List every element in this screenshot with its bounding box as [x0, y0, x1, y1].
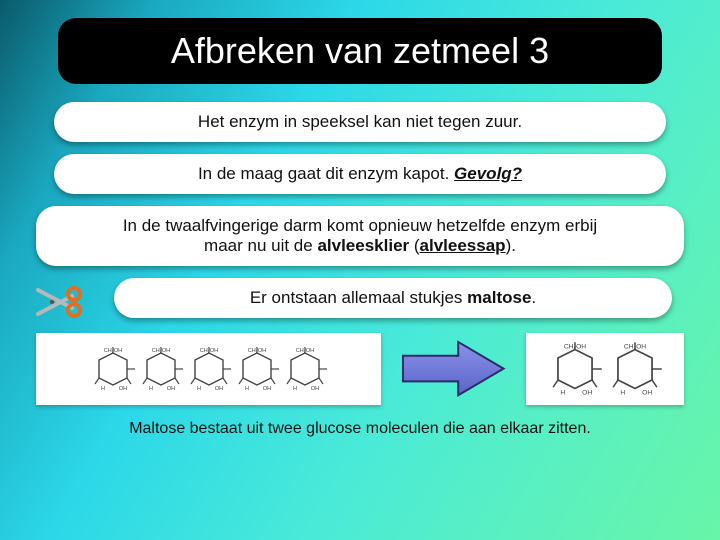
info-box-3-l2-b2: alvleessap — [420, 236, 506, 255]
svg-text:H: H — [101, 386, 105, 392]
slide-title: Afbreken van zetmeel 3 — [58, 18, 662, 84]
glucose-unit: CH₂OH H OH — [137, 346, 185, 392]
svg-text:CH₂OH: CH₂OH — [564, 343, 586, 350]
svg-text:H: H — [620, 390, 625, 397]
svg-text:OH: OH — [119, 386, 127, 392]
info-box-3: In de twaalfvingerige darm komt opnieuw … — [36, 206, 684, 266]
svg-text:OH: OH — [311, 386, 319, 392]
info-box-4-prefix: Er ontstaan allemaal stukjes — [250, 288, 467, 307]
starch-molecule: CH₂OH H OH CH₂OH H OH CH₂OH H OH CH₂OH H… — [36, 333, 381, 405]
svg-text:OH: OH — [642, 390, 652, 397]
svg-text:OH: OH — [215, 386, 223, 392]
info-box-3-l2-suf: ). — [506, 236, 516, 255]
info-box-4: Er ontstaan allemaal stukjes maltose. — [114, 278, 672, 318]
info-box-3-line2: maar nu uit de alvleesklier (alvleessap)… — [50, 236, 670, 256]
svg-text:CH₂OH: CH₂OH — [248, 348, 266, 354]
svg-text:CH₂OH: CH₂OH — [104, 348, 122, 354]
info-box-3-l2-b1: alvleesklier — [317, 236, 409, 255]
slide-container: Afbreken van zetmeel 3 Het enzym in spee… — [0, 0, 720, 540]
svg-text:CH₂OH: CH₂OH — [200, 348, 218, 354]
svg-text:OH: OH — [582, 390, 592, 397]
svg-text:H: H — [149, 386, 153, 392]
glucose-unit: CH₂OH H OH — [185, 346, 233, 392]
glucose-unit: CH₂OH H OH — [605, 341, 665, 397]
info-box-2-text: In de maag gaat dit enzym kapot. — [198, 164, 454, 183]
arrow-icon — [399, 338, 508, 400]
glucose-unit: CH₂OH H OH — [281, 346, 329, 392]
diagram-caption: Maltose bestaat uit twee glucose molecul… — [28, 420, 692, 438]
info-box-4-bold: maltose — [467, 288, 531, 307]
glucose-unit: CH₂OH H OH — [545, 341, 605, 397]
svg-text:H: H — [197, 386, 201, 392]
info-box-3-l2-prefix: maar nu uit de — [204, 236, 317, 255]
info-box-2: In de maag gaat dit enzym kapot. Gevolg? — [54, 154, 666, 194]
maltose-molecule: CH₂OH H OH CH₂OH H OH — [526, 333, 684, 405]
info-box-1: Het enzym in speeksel kan niet tegen zuu… — [54, 102, 666, 142]
info-box-3-l2-mid: ( — [409, 236, 419, 255]
svg-text:OH: OH — [263, 386, 271, 392]
glucose-unit: CH₂OH H OH — [89, 346, 137, 392]
svg-text:CH₂OH: CH₂OH — [624, 343, 646, 350]
scissors-icon — [32, 282, 82, 322]
row-maltose: Er ontstaan allemaal stukjes maltose. — [36, 278, 684, 318]
svg-text:H: H — [245, 386, 249, 392]
svg-text:H: H — [560, 390, 565, 397]
glucose-unit: CH₂OH H OH — [233, 346, 281, 392]
diagram-row: CH₂OH H OH CH₂OH H OH CH₂OH H OH CH₂OH H… — [36, 332, 684, 406]
svg-text:OH: OH — [167, 386, 175, 392]
svg-text:H: H — [293, 386, 297, 392]
info-box-2-emph: Gevolg? — [454, 164, 522, 183]
svg-text:CH₂OH: CH₂OH — [152, 348, 170, 354]
info-box-3-line1: In de twaalfvingerige darm komt opnieuw … — [50, 216, 670, 236]
info-box-4-suffix: . — [531, 288, 536, 307]
svg-text:CH₂OH: CH₂OH — [296, 348, 314, 354]
